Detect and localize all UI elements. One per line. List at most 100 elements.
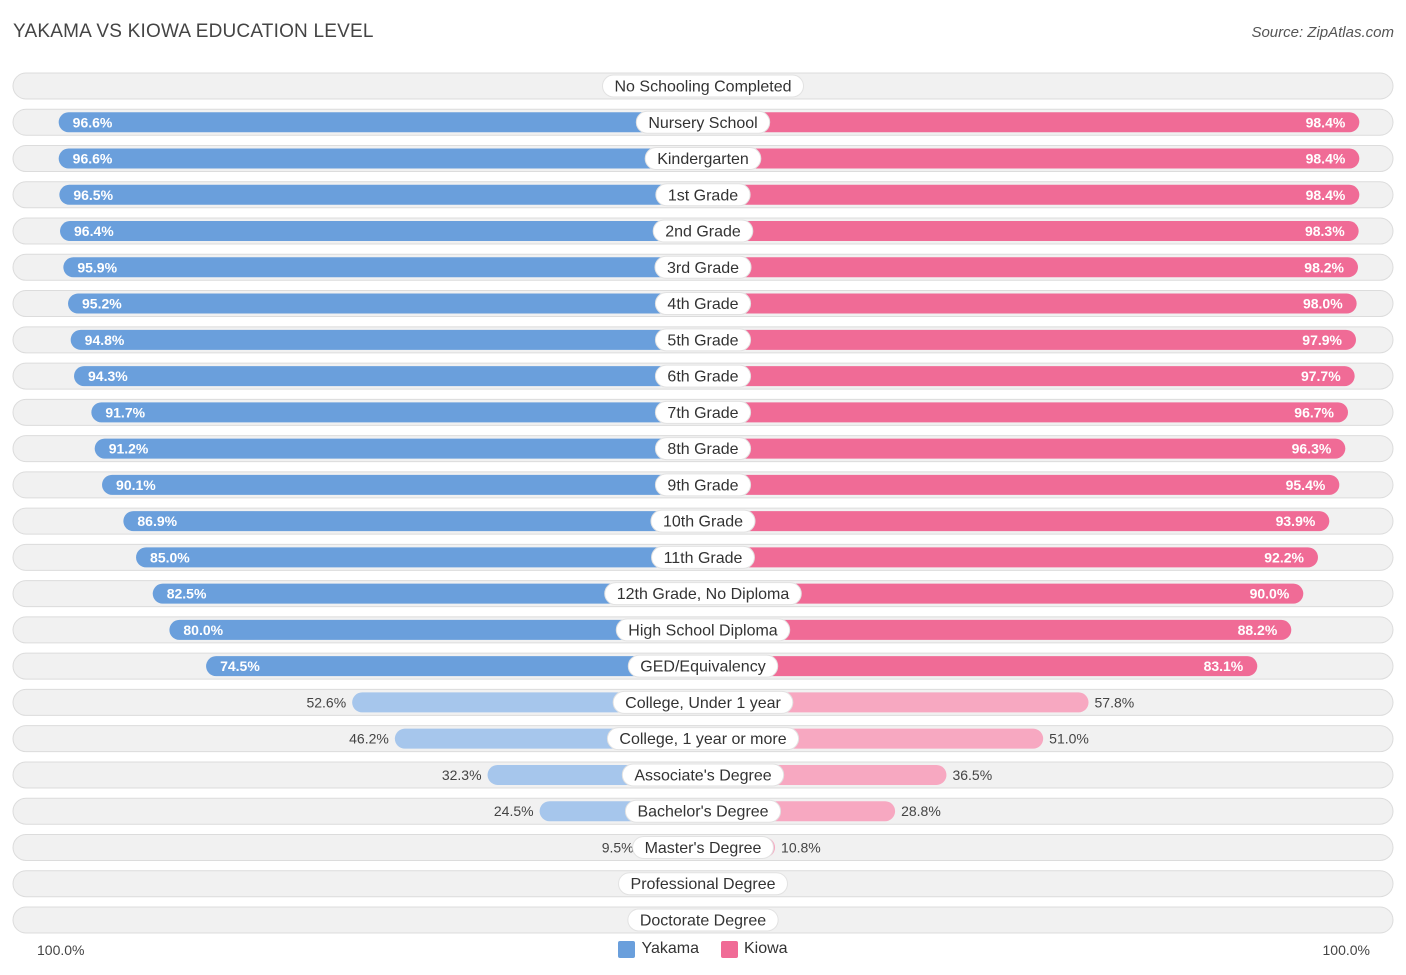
category-label-7: 4th Grade (667, 296, 738, 313)
category-pill-6 (654, 255, 752, 279)
value-label-yakama-10: 91.7% (105, 404, 145, 420)
category-label-11: 8th Grade (667, 441, 738, 458)
bar-yakama-17 (206, 656, 703, 677)
category-pill-4 (655, 183, 751, 207)
value-label-kiowa-17: 83.1% (1204, 658, 1244, 674)
value-label-yakama-14: 85.0% (150, 549, 190, 565)
bar-kiowa-17 (703, 656, 1258, 677)
value-label-kiowa-22: 10.8% (781, 839, 821, 855)
source-credit: Source: ZipAtlas.com (1251, 24, 1394, 41)
category-pill-16 (615, 618, 791, 642)
value-label-kiowa-2: 98.4% (1306, 114, 1346, 130)
bar-yakama-14 (136, 547, 704, 568)
bar-yakama-16 (169, 619, 703, 640)
bar-kiowa-10 (703, 402, 1348, 423)
value-label-yakama-12: 90.1% (116, 477, 156, 493)
category-label-8: 5th Grade (667, 332, 738, 349)
category-pill-8 (654, 328, 752, 352)
value-label-kiowa-12: 95.4% (1286, 477, 1326, 493)
chart-title: YAKAMA VS KIOWA EDUCATION LEVEL (13, 21, 374, 42)
category-label-13: 10th Grade (663, 514, 743, 531)
legend-label-kiowa: Kiowa (743, 940, 788, 957)
category-label-15: 12th Grade, No Diploma (617, 586, 790, 603)
bar-yakama-11 (94, 438, 704, 459)
category-pill-17 (627, 654, 779, 678)
category-label-6: 3rd Grade (667, 260, 739, 277)
value-label-yakama-6: 95.9% (77, 259, 117, 275)
category-pill-12 (654, 473, 752, 497)
value-label-yakama-18: 52.6% (306, 694, 346, 710)
value-label-yakama-13: 86.9% (137, 513, 177, 529)
category-label-4: 1st Grade (668, 187, 738, 204)
category-pill-23 (618, 872, 788, 896)
category-label-19: College, 1 year or more (619, 731, 786, 748)
value-label-yakama-4: 96.5% (73, 187, 113, 203)
value-label-yakama-19: 46.2% (349, 731, 389, 747)
bar-yakama-13 (123, 511, 703, 532)
value-label-yakama-22: 9.5% (602, 839, 634, 855)
category-pill-2 (635, 110, 771, 134)
category-label-21: Bachelor's Degree (637, 804, 768, 821)
right-axis-label: 100.0% (1322, 942, 1370, 958)
bar-kiowa-13 (703, 511, 1330, 532)
category-pill-3 (644, 147, 762, 171)
value-label-kiowa-6: 98.2% (1304, 259, 1344, 275)
value-label-yakama-20: 32.3% (442, 767, 482, 783)
bar-yakama-2 (58, 112, 704, 133)
category-label-14: 11th Grade (664, 550, 743, 567)
category-pill-20 (621, 763, 785, 787)
legend-item-yakama[interactable]: Yakama (618, 940, 699, 958)
value-label-kiowa-4: 98.4% (1306, 187, 1346, 203)
value-label-yakama-3: 96.6% (73, 151, 113, 167)
bar-kiowa-11 (703, 438, 1346, 459)
value-label-yakama-15: 82.5% (167, 586, 207, 602)
category-pill-14 (651, 545, 755, 569)
category-label-20: Associate's Degree (634, 767, 771, 784)
category-label-18: College, Under 1 year (625, 695, 781, 712)
value-label-kiowa-14: 92.2% (1264, 549, 1304, 565)
bar-kiowa-12 (703, 474, 1340, 495)
bar-kiowa-6 (703, 257, 1358, 278)
value-label-yakama-11: 91.2% (109, 441, 149, 457)
bar-yakama-3 (58, 148, 704, 169)
bar-kiowa-18 (703, 692, 1089, 713)
bar-kiowa-15 (703, 583, 1304, 604)
category-pill-1 (602, 74, 804, 98)
bar-yakama-8 (70, 329, 703, 350)
category-pill-24 (627, 908, 779, 932)
category-label-2: Nursery School (648, 115, 757, 132)
category-pill-15 (604, 582, 802, 606)
legend-swatch-yakama (618, 940, 636, 958)
bar-yakama-10 (91, 402, 703, 423)
value-label-kiowa-13: 93.9% (1276, 513, 1316, 529)
category-pill-13 (650, 509, 756, 533)
value-label-kiowa-10: 96.7% (1294, 404, 1334, 420)
bar-yakama-7 (68, 293, 704, 314)
value-label-kiowa-8: 97.9% (1302, 332, 1342, 348)
value-label-kiowa-7: 98.0% (1303, 296, 1343, 312)
category-label-17: GED/Equivalency (640, 659, 765, 676)
value-label-yakama-5: 96.4% (74, 223, 114, 239)
value-label-kiowa-16: 88.2% (1238, 622, 1278, 638)
category-label-22: Master's Degree (645, 840, 762, 857)
bar-kiowa-5 (703, 221, 1359, 242)
left-axis-label: 100.0% (37, 942, 85, 958)
value-label-kiowa-5: 98.3% (1305, 223, 1345, 239)
legend-item-kiowa[interactable]: Kiowa (720, 940, 788, 958)
value-label-kiowa-21: 28.8% (901, 803, 941, 819)
bar-kiowa-14 (703, 547, 1318, 568)
legend: Yakama Kiowa (0, 940, 1406, 958)
value-label-kiowa-3: 98.4% (1306, 151, 1346, 167)
category-pill-19 (606, 727, 800, 751)
category-pill-22 (632, 835, 774, 859)
value-label-kiowa-11: 96.3% (1292, 441, 1332, 457)
bar-yakama-12 (102, 474, 703, 495)
value-label-yakama-16: 80.0% (183, 622, 223, 638)
bar-kiowa-16 (703, 619, 1292, 640)
category-label-9: 6th Grade (667, 369, 738, 386)
bar-kiowa-9 (703, 366, 1355, 387)
value-label-yakama-21: 24.5% (494, 803, 534, 819)
category-pill-18 (612, 690, 794, 714)
category-label-12: 9th Grade (667, 477, 738, 494)
